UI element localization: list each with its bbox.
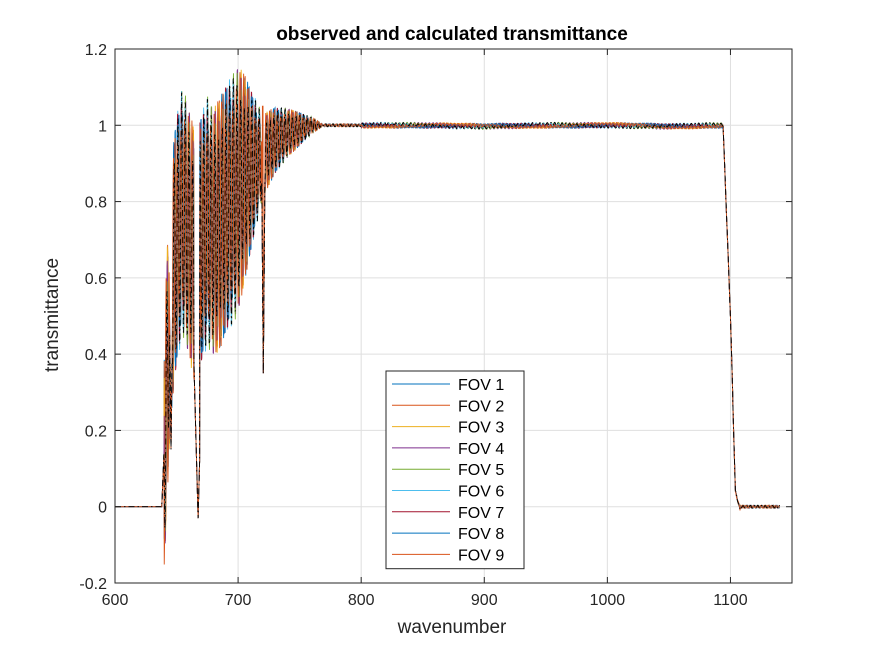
legend-label: FOV 3 xyxy=(458,420,504,437)
ticks: 600 700 800 900 1000 1100 -0.2 0 0.2 0.4 0.6 0.8 1 1.… xyxy=(79,42,792,609)
legend-label: FOV 7 xyxy=(458,505,504,522)
series-line-7 xyxy=(115,87,780,526)
legend-label: FOV 1 xyxy=(458,377,504,394)
y-axis-label: transmittance xyxy=(42,258,63,372)
x-tick-label: 900 xyxy=(471,592,498,609)
legend-label: FOV 5 xyxy=(458,462,504,479)
legend-label: FOV 6 xyxy=(458,484,504,501)
legend-label: FOV 4 xyxy=(458,441,504,458)
x-tick-label: 800 xyxy=(348,592,375,609)
chart-title: observed and calculated transmittance xyxy=(276,24,628,45)
x-tick-label: 700 xyxy=(225,592,252,609)
y-tick-label: 1 xyxy=(98,118,107,135)
x-tick-label: 600 xyxy=(102,592,129,609)
legend-label: FOV 9 xyxy=(458,547,504,564)
y-tick-label: 1.2 xyxy=(85,42,107,59)
x-axis-label: wavenumber xyxy=(397,617,507,638)
y-tick-label: 0.6 xyxy=(85,271,107,288)
plot-border xyxy=(114,48,793,584)
y-tick-label: 0.2 xyxy=(85,423,107,440)
y-tick-label: 0.8 xyxy=(85,195,107,212)
x-tick-label: 1100 xyxy=(713,592,748,609)
series-layer xyxy=(115,69,781,565)
y-tick-label: 0 xyxy=(98,500,107,517)
legend-label: FOV 8 xyxy=(458,526,504,543)
legend-label: FOV 2 xyxy=(458,398,504,415)
series-line-reference xyxy=(115,78,781,529)
legend: FOV 1 FOV 2 FOV 3 FOV 4 FOV 5 FOV 6 FOV 7 FOV 8… xyxy=(385,370,525,570)
legend-box xyxy=(385,370,525,570)
y-tick-label: 0.4 xyxy=(85,347,107,364)
x-tick-label: 1000 xyxy=(590,592,626,609)
y-tick-label: -0.2 xyxy=(79,576,107,593)
